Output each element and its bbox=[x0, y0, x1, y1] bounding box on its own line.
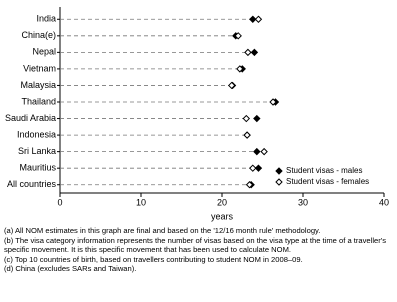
female-marker bbox=[245, 181, 254, 189]
category-label: Thailand bbox=[21, 96, 56, 106]
x-tick-label: 10 bbox=[136, 197, 146, 207]
category-label: Nepal bbox=[32, 47, 56, 57]
footnotes: (a) All NOM estimates in this graph are … bbox=[4, 226, 392, 274]
female-marker bbox=[249, 164, 257, 172]
footnote: (c) Top 10 countries of birth, based on … bbox=[4, 254, 303, 264]
legend-marker bbox=[275, 178, 283, 186]
category-label: Mauritius bbox=[19, 163, 56, 173]
category-label: India bbox=[36, 14, 56, 24]
legend-label: Student visas - females bbox=[286, 177, 369, 186]
female-marker bbox=[242, 114, 251, 123]
legend-label: Student visas - males bbox=[286, 166, 362, 175]
legend-marker bbox=[275, 167, 283, 175]
female-marker bbox=[254, 15, 263, 23]
footnote: (b) The visa category information repres… bbox=[4, 235, 387, 255]
male-marker bbox=[253, 114, 261, 123]
x-axis-label: years bbox=[211, 211, 234, 221]
x-tick-label: 40 bbox=[379, 197, 389, 207]
female-marker bbox=[269, 98, 277, 106]
category-label: Vietnam bbox=[23, 63, 56, 73]
female-marker bbox=[236, 65, 244, 73]
female-marker bbox=[234, 32, 242, 40]
category-label: All countries bbox=[7, 179, 57, 189]
category-label: Sri Lanka bbox=[18, 146, 56, 156]
female-marker bbox=[244, 48, 252, 57]
category-label: Malaysia bbox=[20, 80, 56, 90]
male-marker bbox=[254, 164, 263, 172]
male-marker bbox=[249, 15, 257, 23]
male-marker bbox=[250, 48, 259, 57]
chart: 0 10 20 30 40 years India China(e) Nepal Vietnam M… bbox=[5, 7, 389, 221]
footnote: (d) China (excludes SARs and Taiwan). bbox=[4, 264, 137, 274]
x-tick-label: 30 bbox=[298, 197, 308, 207]
category-label: Saudi Arabia bbox=[5, 113, 56, 123]
female-marker bbox=[228, 81, 236, 90]
x-tick-label: 0 bbox=[57, 197, 62, 207]
male-marker bbox=[253, 147, 261, 156]
x-tick-label: 20 bbox=[217, 197, 227, 207]
female-marker bbox=[243, 131, 251, 139]
footnote: (a) All NOM estimates in this graph are … bbox=[4, 226, 321, 235]
female-marker bbox=[260, 147, 268, 156]
category-label: China(e) bbox=[21, 30, 56, 40]
category-label: Indonesia bbox=[17, 129, 56, 139]
